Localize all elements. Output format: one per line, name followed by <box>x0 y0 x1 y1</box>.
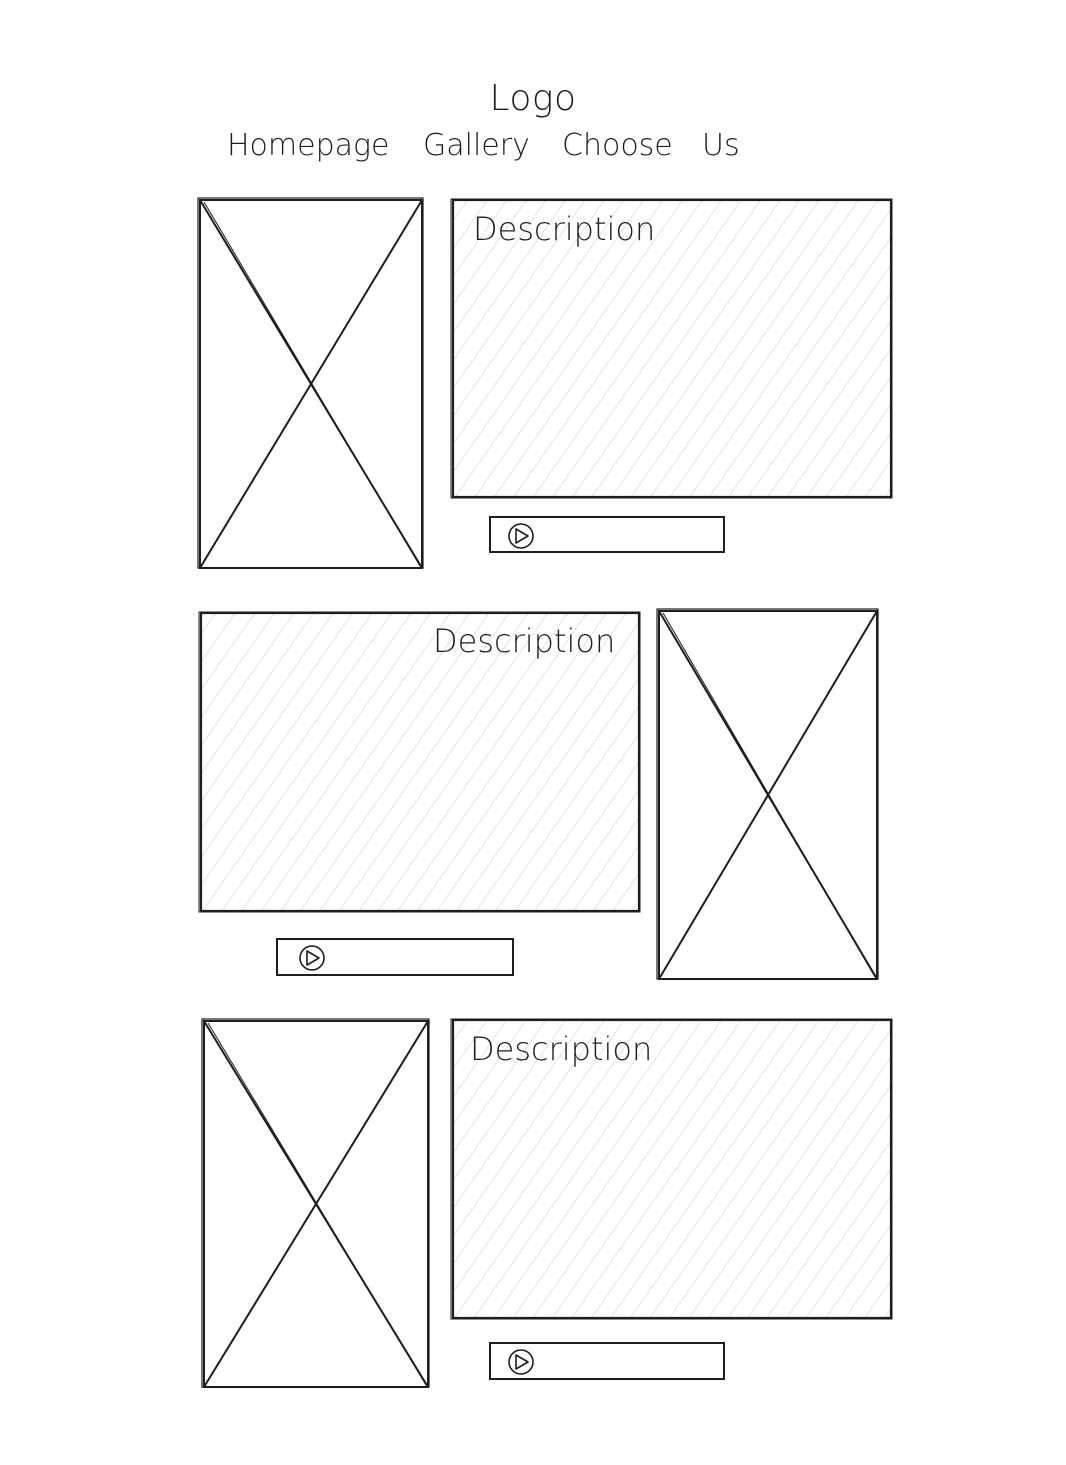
media-player-bar[interactable] <box>275 937 517 979</box>
description-label: Description <box>433 622 616 660</box>
nav-homepage[interactable]: Homepage <box>227 128 390 163</box>
nav-choose[interactable]: Choose <box>562 128 673 163</box>
image-placeholder-icon <box>201 1018 430 1388</box>
description-panel <box>198 611 641 913</box>
media-player-bar[interactable] <box>488 515 728 555</box>
image-placeholder-icon <box>656 608 879 980</box>
description-panel <box>450 1018 893 1320</box>
logo: Logo <box>489 78 577 119</box>
description-panel <box>450 198 893 499</box>
play-circle-icon[interactable] <box>299 945 325 971</box>
nav-us[interactable]: Us <box>702 128 740 163</box>
play-circle-icon[interactable] <box>508 1349 534 1375</box>
play-circle-icon[interactable] <box>508 523 534 549</box>
description-label: Description <box>470 1030 653 1068</box>
description-label: Description <box>473 210 656 248</box>
nav-gallery[interactable]: Gallery <box>423 128 530 163</box>
media-player-bar[interactable] <box>488 1341 728 1383</box>
image-placeholder-icon <box>197 197 424 569</box>
